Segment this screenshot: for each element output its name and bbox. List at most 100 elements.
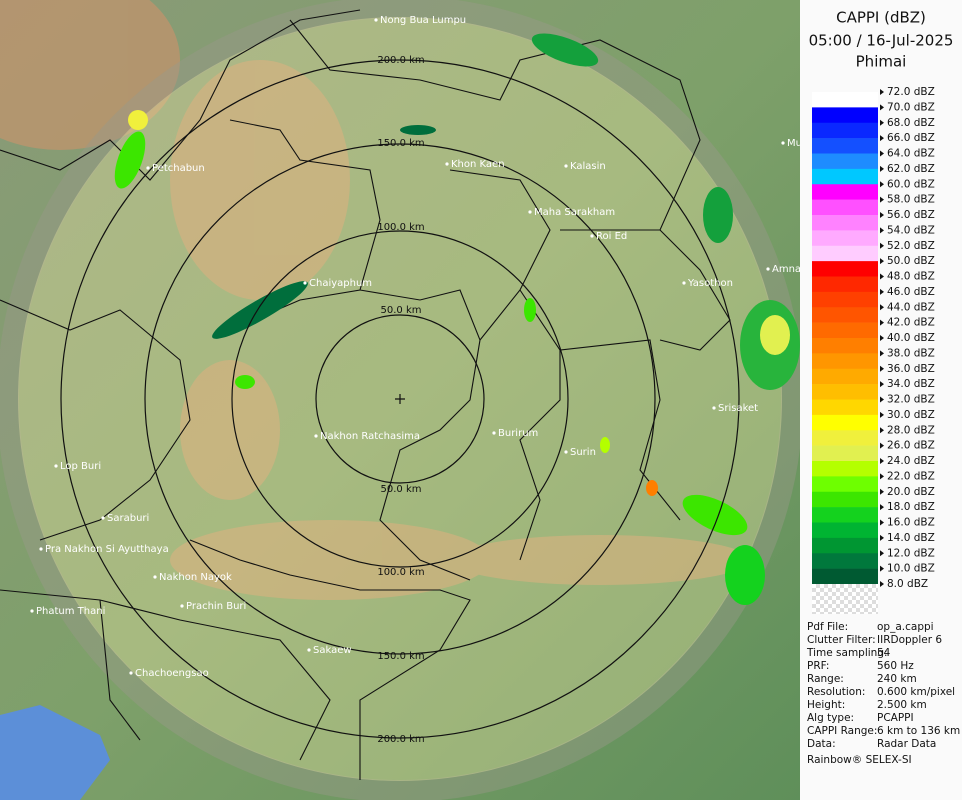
city-dot (590, 234, 594, 238)
legend-label: 60.0 dBZ (887, 178, 935, 190)
legend-label: 52.0 dBZ (887, 240, 935, 252)
legend-label: 40.0 dBZ (887, 332, 935, 344)
legend-label: 30.0 dBZ (887, 409, 935, 421)
legend-pointer (880, 150, 884, 157)
legend-label: 38.0 dBZ (887, 347, 935, 359)
legend-pointer (880, 227, 884, 234)
city-dot (564, 450, 568, 454)
city-dot (766, 267, 770, 271)
legend-pointer (880, 335, 884, 341)
city-label: Mu (787, 138, 802, 149)
city-label: Chachoengsao (135, 668, 209, 679)
legend-swatch (812, 199, 878, 216)
info-key: Pdf File: (807, 621, 848, 633)
city-label: Kalasin (570, 161, 606, 172)
legend-pointer (880, 550, 884, 557)
legend-pointer (880, 581, 884, 587)
legend-label: 24.0 dBZ (887, 455, 935, 467)
legend-label: 72.0 dBZ (887, 86, 935, 98)
legend-label: 64.0 dBZ (887, 148, 935, 160)
range-edge (0, 0, 800, 800)
echoes (114, 33, 800, 605)
info-value: Radar Data (877, 738, 936, 750)
city-dot (101, 516, 105, 520)
legend-label: 32.0 dBZ (887, 394, 935, 406)
legend-pointer (880, 565, 884, 572)
city-label: Chaiyaphum (309, 278, 372, 289)
legend-pointer (880, 473, 884, 480)
info-value: 54 (877, 647, 891, 659)
range-label: 100.0 km (377, 222, 424, 233)
city-dot (781, 141, 785, 145)
legend-label: 66.0 dBZ (887, 132, 935, 144)
legend-label: 58.0 dBZ (887, 194, 935, 206)
legend-swatch (812, 184, 878, 200)
city-dot (445, 162, 449, 166)
city-dot (303, 281, 307, 285)
range-label: 50.0 km (381, 484, 422, 495)
legend-swatch (812, 122, 878, 139)
legend-label: 42.0 dBZ (887, 317, 935, 329)
city-dot (307, 648, 311, 652)
legend-swatch (812, 414, 878, 431)
legend-pointer (880, 196, 884, 203)
legend-swatch (812, 491, 878, 508)
city-dot (129, 671, 133, 675)
city-dot (153, 575, 157, 579)
range-ring (315, 314, 485, 484)
city-dot (712, 406, 716, 410)
info-value: 6 km to 136 km (877, 725, 960, 737)
city-label: Surin (570, 447, 596, 458)
legend-pointer (880, 273, 884, 280)
legend-pointer (880, 242, 884, 249)
info-key: Clutter Filter: (807, 634, 876, 646)
range-rings (60, 59, 740, 739)
city-dot (314, 434, 318, 438)
legend-label: 48.0 dBZ (887, 271, 935, 283)
range-label: 200.0 km (377, 55, 424, 66)
legend-swatch (812, 322, 878, 339)
legend-swatch (812, 92, 878, 108)
city-label: Amnat (772, 264, 805, 275)
legend-label: 34.0 dBZ (887, 378, 935, 390)
city-label: Nakhon Nayok (159, 572, 232, 583)
city-label: Saraburi (107, 513, 149, 524)
legend-swatch (812, 338, 878, 354)
info-value: IIRDoppler 6 (877, 634, 942, 646)
range-ring (144, 143, 656, 655)
legend-label: 46.0 dBZ (887, 286, 935, 298)
city-dot (146, 166, 150, 170)
legend-swatch (812, 261, 878, 277)
legend-pointer (880, 119, 884, 126)
legend-pointer (880, 104, 884, 111)
legend-swatch (812, 507, 878, 523)
legend-label: 12.0 dBZ (887, 547, 935, 559)
legend-swatch (812, 245, 878, 262)
legend-swatch (812, 153, 878, 170)
range-label: 50.0 km (381, 305, 422, 316)
legend-pointer (880, 427, 884, 434)
legend-label: 44.0 dBZ (887, 301, 935, 313)
legend-label: 20.0 dBZ (887, 486, 935, 498)
footer: Rainbow® SELEX-SI (807, 754, 912, 766)
range-label: 100.0 km (377, 567, 424, 578)
legend-pointer (880, 89, 884, 95)
legend-pointer (880, 458, 884, 464)
info-key: Resolution: (807, 686, 865, 698)
legend-swatch (812, 461, 878, 477)
city-label: Srisaket (718, 403, 758, 414)
legend-label: 10.0 dBZ (887, 563, 935, 575)
city-label: Nong Bua Lumpu (380, 15, 466, 26)
sea (0, 705, 110, 800)
info-value: PCAPPI (877, 712, 914, 724)
city-label: Pra Nakhon Si Ayutthaya (45, 544, 169, 555)
info-key: Data: (807, 738, 836, 750)
range-label: 150.0 km (377, 138, 424, 149)
legend-swatch (812, 138, 878, 154)
legend-swatch (812, 522, 878, 539)
legend-label: 54.0 dBZ (887, 224, 935, 236)
legend-label: 50.0 dBZ (887, 255, 935, 267)
legend-label: 18.0 dBZ (887, 501, 935, 513)
range-ring (231, 230, 569, 568)
city-label: Burirum (498, 428, 538, 439)
